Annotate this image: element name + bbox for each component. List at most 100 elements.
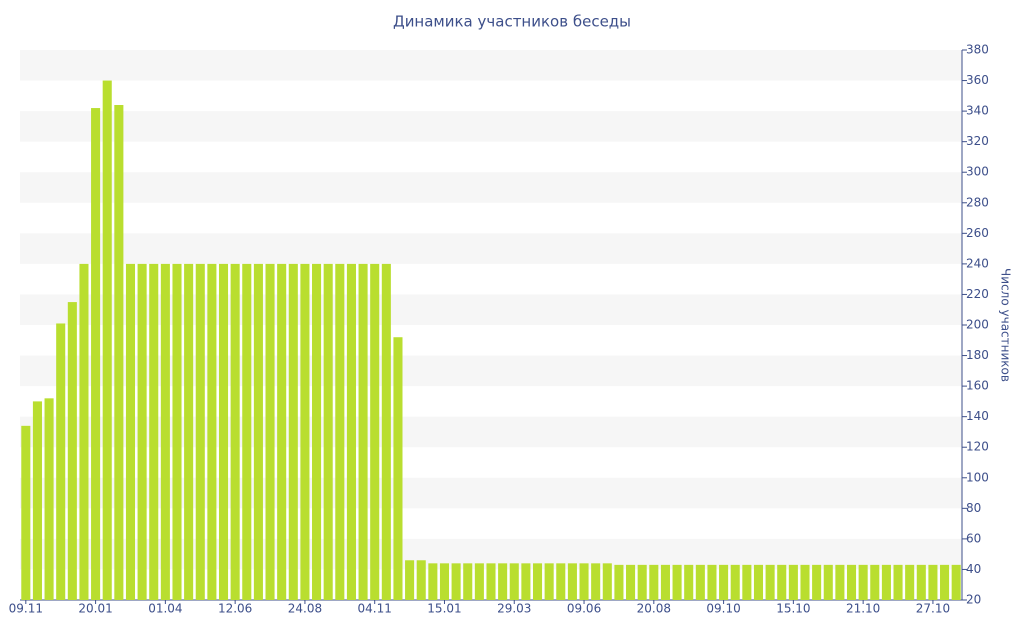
y-tick-label: 160	[966, 379, 989, 393]
y-tick-label: 340	[966, 104, 989, 118]
bar	[846, 564, 857, 600]
bar	[800, 564, 810, 600]
bar	[556, 563, 566, 600]
bar	[242, 263, 252, 600]
bar	[67, 302, 77, 600]
bar	[637, 564, 647, 600]
bar	[137, 263, 147, 600]
bar	[881, 564, 891, 600]
bar	[300, 263, 310, 600]
grid-band	[20, 233, 962, 264]
bar	[858, 564, 868, 600]
y-tick-label: 300	[966, 165, 989, 179]
bar	[567, 563, 577, 600]
y-tick-label: 140	[966, 409, 989, 423]
x-tick-label: 24.08	[288, 602, 322, 616]
bar	[742, 564, 752, 600]
bar	[149, 263, 159, 600]
bar	[684, 564, 694, 600]
bar	[626, 564, 636, 600]
bar	[509, 563, 519, 600]
bar	[346, 263, 356, 600]
x-tick-label: 20.01	[78, 602, 112, 616]
bar	[707, 564, 717, 600]
y-tick-label: 60	[966, 531, 981, 545]
bar	[428, 563, 438, 600]
y-tick-label: 120	[966, 440, 989, 454]
bar	[381, 263, 391, 600]
x-tick-label: 12.06	[218, 602, 252, 616]
y-tick-label: 40	[966, 562, 981, 576]
bar	[660, 564, 670, 600]
y-tick-label: 360	[966, 73, 989, 87]
bar	[777, 564, 787, 600]
y-tick-label: 320	[966, 134, 989, 148]
bar	[172, 263, 182, 600]
bar	[602, 563, 612, 600]
bar	[695, 564, 705, 600]
bar	[928, 564, 938, 600]
bar	[56, 323, 66, 600]
y-tick-label: 260	[966, 226, 989, 240]
x-tick-label: 15.10	[776, 602, 810, 616]
bar	[649, 564, 659, 600]
bar	[823, 564, 833, 600]
bar	[812, 564, 822, 600]
x-tick-label: 09.11	[9, 602, 43, 616]
x-tick-label: 21.10	[846, 602, 880, 616]
bar	[288, 263, 298, 600]
y-tick-label: 220	[966, 287, 989, 301]
bar	[532, 563, 543, 600]
bar	[207, 263, 217, 600]
bar	[393, 337, 403, 600]
bar	[719, 564, 729, 600]
bar	[498, 563, 508, 600]
y-tick-label: 280	[966, 195, 989, 209]
bar	[870, 564, 880, 600]
grid-band	[20, 111, 962, 142]
bar	[358, 263, 368, 600]
bar	[370, 263, 380, 600]
bar	[439, 563, 450, 600]
bar	[579, 563, 589, 600]
bar	[44, 398, 54, 600]
bar	[195, 263, 205, 600]
bar	[21, 425, 31, 600]
bar	[323, 263, 333, 600]
y-tick-label: 100	[966, 470, 989, 484]
bar	[32, 401, 42, 600]
grid-band	[20, 172, 962, 203]
bar	[730, 564, 740, 600]
bar	[79, 263, 89, 600]
y-tick-label: 180	[966, 348, 989, 362]
y-tick-label: 200	[966, 318, 989, 332]
bar	[614, 564, 624, 600]
bar	[788, 564, 798, 600]
bar	[335, 263, 345, 600]
bar	[893, 564, 903, 600]
bar	[463, 563, 473, 600]
bar	[184, 263, 194, 600]
x-tick-label: 04.11	[358, 602, 392, 616]
bar	[753, 564, 764, 600]
grid-band	[20, 50, 962, 81]
bar	[253, 263, 263, 600]
x-tick-label: 15.01	[427, 602, 461, 616]
y-tick-label: 240	[966, 256, 989, 270]
bar	[544, 563, 554, 600]
bar	[277, 263, 287, 600]
bar	[951, 564, 961, 600]
x-tick-label: 29.03	[497, 602, 531, 616]
y-tick-label: 80	[966, 501, 981, 515]
bar	[405, 560, 415, 600]
y-tick-label: 20	[966, 593, 981, 607]
bar	[102, 80, 112, 601]
x-tick-label: 20.08	[637, 602, 671, 616]
bar	[114, 105, 124, 600]
bar	[905, 564, 915, 600]
x-tick-label: 01.04	[148, 602, 182, 616]
bar	[765, 564, 775, 600]
bar	[474, 563, 484, 600]
bar	[160, 263, 170, 600]
